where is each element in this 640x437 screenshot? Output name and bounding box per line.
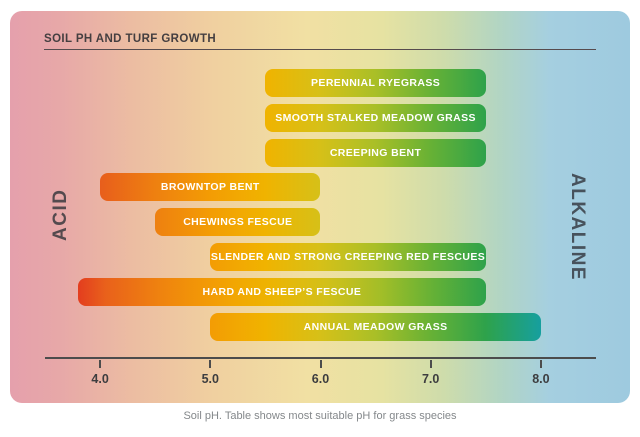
tick-label: 6.0 bbox=[311, 372, 330, 386]
tick-label: 8.0 bbox=[532, 372, 550, 386]
soil-ph-chart-card: SOIL PH AND TURF GROWTH ACID ALKALINE PE… bbox=[10, 11, 630, 403]
species-bar-label: PERENNIAL RYEGRASS bbox=[311, 77, 441, 89]
axis-tick bbox=[429, 360, 432, 368]
tick-label: 4.0 bbox=[91, 372, 109, 386]
ph-axis-line bbox=[45, 357, 596, 359]
chart-title: SOIL PH AND TURF GROWTH bbox=[44, 33, 217, 45]
species-bar-label: SLENDER AND STRONG CREEPING RED FESCUES bbox=[210, 251, 486, 263]
species-bar-label: CHEWINGS FESCUE bbox=[183, 216, 293, 229]
title-underline bbox=[44, 49, 596, 50]
tick-label: 5.0 bbox=[201, 372, 219, 386]
figure-caption: Soil pH. Table shows most suitable pH fo… bbox=[183, 410, 457, 422]
species-bar: ANNUAL MEADOW GRASS bbox=[210, 312, 541, 341]
species-bar-label: CREEPING BENT bbox=[329, 146, 422, 159]
acid-axis-label: ACID bbox=[50, 188, 71, 242]
species-bar: SLENDER AND STRONG CREEPING RED FESCUES bbox=[210, 243, 486, 271]
alkaline-axis-label: ALKALINE bbox=[567, 172, 588, 282]
species-bar: SMOOTH STALKED MEADOW GRASS bbox=[265, 103, 486, 132]
species-bar: PERENNIAL RYEGRASS bbox=[265, 69, 486, 97]
axis-tick bbox=[539, 360, 542, 368]
species-bar: HARD AND SHEEP’S FESCUE bbox=[78, 277, 486, 306]
species-bar-label: HARD AND SHEEP’S FESCUE bbox=[202, 285, 362, 298]
axis-tick bbox=[319, 360, 322, 368]
species-bar: CHEWINGS FESCUE bbox=[155, 208, 321, 237]
species-bar: BROWNTOP BENT bbox=[100, 173, 321, 202]
axis-tick bbox=[99, 360, 102, 368]
species-bar-label: SMOOTH STALKED MEADOW GRASS bbox=[275, 111, 476, 124]
species-bar-label: BROWNTOP BENT bbox=[160, 181, 260, 194]
species-bar: CREEPING BENT bbox=[265, 138, 486, 167]
species-bar-label: ANNUAL MEADOW GRASS bbox=[303, 320, 448, 333]
axis-tick bbox=[209, 360, 212, 368]
tick-label: 7.0 bbox=[421, 372, 440, 386]
